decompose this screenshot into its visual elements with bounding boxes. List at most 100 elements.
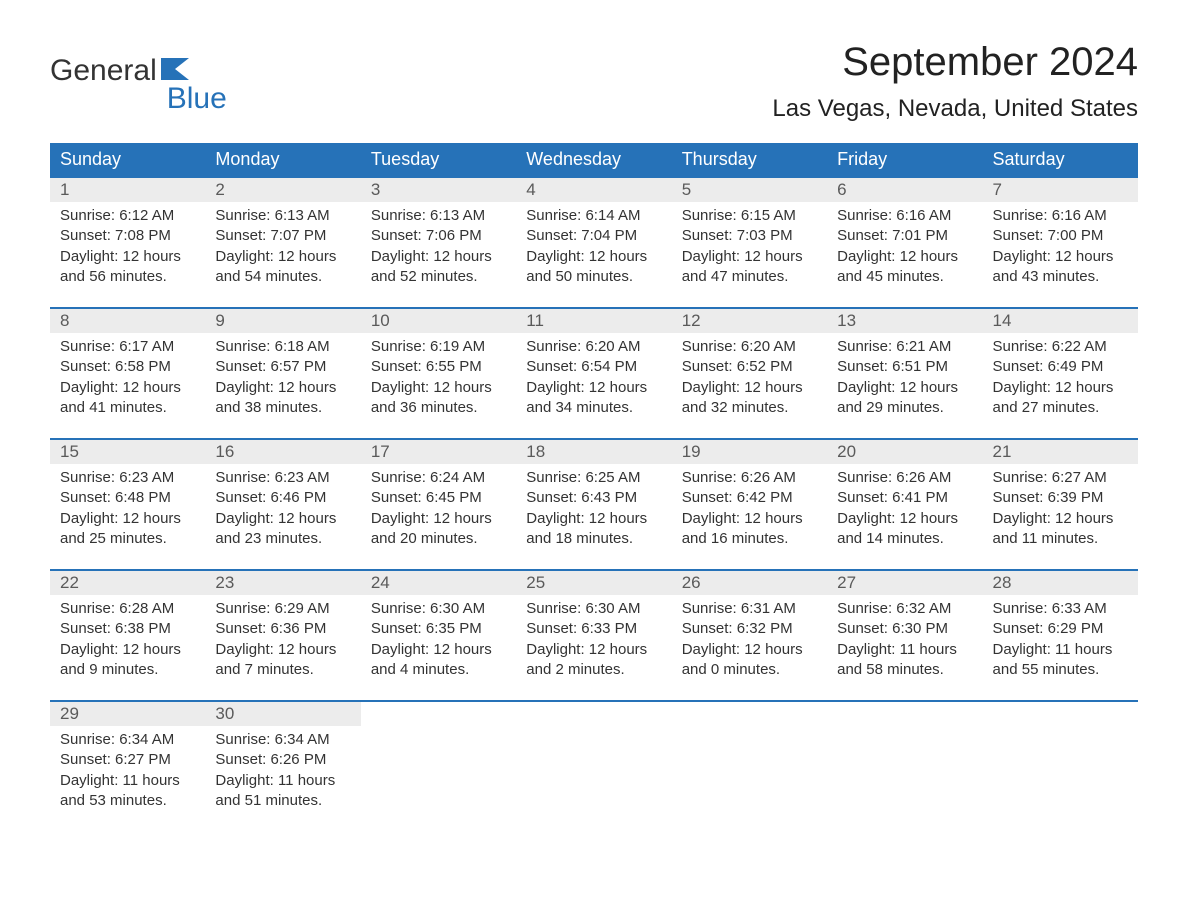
day-content-cell: [361, 726, 516, 831]
day-number-cell: 10: [361, 308, 516, 333]
day-d2: and 56 minutes.: [60, 267, 195, 287]
day-number-cell: 29: [50, 701, 205, 726]
day-content-cell: Sunrise: 6:28 AMSunset: 6:38 PMDaylight:…: [50, 595, 205, 701]
day-d1: Daylight: 11 hours: [837, 640, 972, 660]
day-sr: Sunrise: 6:16 AM: [837, 206, 972, 226]
day-content-cell: Sunrise: 6:23 AMSunset: 6:48 PMDaylight:…: [50, 464, 205, 570]
day-content-cell: Sunrise: 6:29 AMSunset: 6:36 PMDaylight:…: [205, 595, 360, 701]
day-content-cell: Sunrise: 6:32 AMSunset: 6:30 PMDaylight:…: [827, 595, 982, 701]
day-sr: Sunrise: 6:21 AM: [837, 337, 972, 357]
day-number-cell: 26: [672, 570, 827, 595]
day-sr: Sunrise: 6:13 AM: [215, 206, 350, 226]
day-number-cell: 5: [672, 177, 827, 202]
weekday-header: Tuesday: [361, 143, 516, 177]
day-ss: Sunset: 6:46 PM: [215, 488, 350, 508]
week-number-row: 891011121314: [50, 308, 1138, 333]
day-ss: Sunset: 6:26 PM: [215, 750, 350, 770]
day-d2: and 53 minutes.: [60, 791, 195, 811]
day-content-cell: Sunrise: 6:22 AMSunset: 6:49 PMDaylight:…: [983, 333, 1138, 439]
day-ss: Sunset: 6:49 PM: [993, 357, 1128, 377]
day-number-cell: 22: [50, 570, 205, 595]
day-sr: Sunrise: 6:15 AM: [682, 206, 817, 226]
day-d2: and 41 minutes.: [60, 398, 195, 418]
day-d1: Daylight: 12 hours: [682, 640, 817, 660]
day-d1: Daylight: 12 hours: [60, 509, 195, 529]
day-sr: Sunrise: 6:34 AM: [60, 730, 195, 750]
day-ss: Sunset: 6:38 PM: [60, 619, 195, 639]
day-ss: Sunset: 7:06 PM: [371, 226, 506, 246]
day-ss: Sunset: 6:58 PM: [60, 357, 195, 377]
day-d2: and 29 minutes.: [837, 398, 972, 418]
title-block: September 2024 Las Vegas, Nevada, United…: [772, 40, 1138, 123]
day-number-cell: 30: [205, 701, 360, 726]
day-d1: Daylight: 12 hours: [215, 509, 350, 529]
day-d1: Daylight: 12 hours: [682, 247, 817, 267]
calendar-body: 1234567Sunrise: 6:12 AMSunset: 7:08 PMDa…: [50, 177, 1138, 831]
day-number-cell: 27: [827, 570, 982, 595]
day-ss: Sunset: 6:32 PM: [682, 619, 817, 639]
day-number-cell: 19: [672, 439, 827, 464]
day-ss: Sunset: 6:33 PM: [526, 619, 661, 639]
day-sr: Sunrise: 6:33 AM: [993, 599, 1128, 619]
day-d2: and 9 minutes.: [60, 660, 195, 680]
day-content-cell: Sunrise: 6:19 AMSunset: 6:55 PMDaylight:…: [361, 333, 516, 439]
day-d2: and 58 minutes.: [837, 660, 972, 680]
day-ss: Sunset: 6:52 PM: [682, 357, 817, 377]
day-number-cell: 8: [50, 308, 205, 333]
day-ss: Sunset: 7:01 PM: [837, 226, 972, 246]
week-content-row: Sunrise: 6:34 AMSunset: 6:27 PMDaylight:…: [50, 726, 1138, 831]
day-number-cell: 17: [361, 439, 516, 464]
logo-text-general: General: [50, 54, 157, 88]
day-content-cell: Sunrise: 6:14 AMSunset: 7:04 PMDaylight:…: [516, 202, 671, 308]
day-ss: Sunset: 6:54 PM: [526, 357, 661, 377]
day-sr: Sunrise: 6:14 AM: [526, 206, 661, 226]
day-number-cell: 14: [983, 308, 1138, 333]
day-number-cell: 6: [827, 177, 982, 202]
day-number-cell: 11: [516, 308, 671, 333]
week-content-row: Sunrise: 6:28 AMSunset: 6:38 PMDaylight:…: [50, 595, 1138, 701]
day-ss: Sunset: 6:42 PM: [682, 488, 817, 508]
day-number-cell: 15: [50, 439, 205, 464]
day-content-cell: Sunrise: 6:16 AMSunset: 7:01 PMDaylight:…: [827, 202, 982, 308]
day-sr: Sunrise: 6:29 AM: [215, 599, 350, 619]
day-d1: Daylight: 12 hours: [526, 509, 661, 529]
day-d1: Daylight: 12 hours: [60, 378, 195, 398]
logo-flag-icon: [161, 58, 191, 85]
day-content-cell: Sunrise: 6:17 AMSunset: 6:58 PMDaylight:…: [50, 333, 205, 439]
day-sr: Sunrise: 6:30 AM: [526, 599, 661, 619]
week-content-row: Sunrise: 6:12 AMSunset: 7:08 PMDaylight:…: [50, 202, 1138, 308]
day-d2: and 14 minutes.: [837, 529, 972, 549]
weekday-header: Friday: [827, 143, 982, 177]
day-d1: Daylight: 11 hours: [993, 640, 1128, 660]
day-d1: Daylight: 12 hours: [993, 247, 1128, 267]
day-sr: Sunrise: 6:16 AM: [993, 206, 1128, 226]
weekday-header: Sunday: [50, 143, 205, 177]
day-d2: and 43 minutes.: [993, 267, 1128, 287]
day-content-cell: [672, 726, 827, 831]
day-content-cell: Sunrise: 6:34 AMSunset: 6:27 PMDaylight:…: [50, 726, 205, 831]
day-ss: Sunset: 6:35 PM: [371, 619, 506, 639]
calendar-header: Sunday Monday Tuesday Wednesday Thursday…: [50, 143, 1138, 177]
day-sr: Sunrise: 6:25 AM: [526, 468, 661, 488]
day-ss: Sunset: 6:27 PM: [60, 750, 195, 770]
day-d1: Daylight: 12 hours: [371, 509, 506, 529]
day-d2: and 34 minutes.: [526, 398, 661, 418]
day-d2: and 38 minutes.: [215, 398, 350, 418]
day-number-cell: [827, 701, 982, 726]
day-d1: Daylight: 12 hours: [371, 247, 506, 267]
day-d2: and 7 minutes.: [215, 660, 350, 680]
day-ss: Sunset: 6:30 PM: [837, 619, 972, 639]
day-content-cell: [983, 726, 1138, 831]
day-d2: and 20 minutes.: [371, 529, 506, 549]
day-d1: Daylight: 12 hours: [993, 509, 1128, 529]
day-content-cell: Sunrise: 6:16 AMSunset: 7:00 PMDaylight:…: [983, 202, 1138, 308]
location: Las Vegas, Nevada, United States: [772, 95, 1138, 123]
day-d1: Daylight: 12 hours: [215, 640, 350, 660]
day-sr: Sunrise: 6:18 AM: [215, 337, 350, 357]
day-d2: and 32 minutes.: [682, 398, 817, 418]
day-ss: Sunset: 6:55 PM: [371, 357, 506, 377]
day-number-cell: 25: [516, 570, 671, 595]
day-d2: and 36 minutes.: [371, 398, 506, 418]
day-ss: Sunset: 6:43 PM: [526, 488, 661, 508]
day-number-cell: 9: [205, 308, 360, 333]
